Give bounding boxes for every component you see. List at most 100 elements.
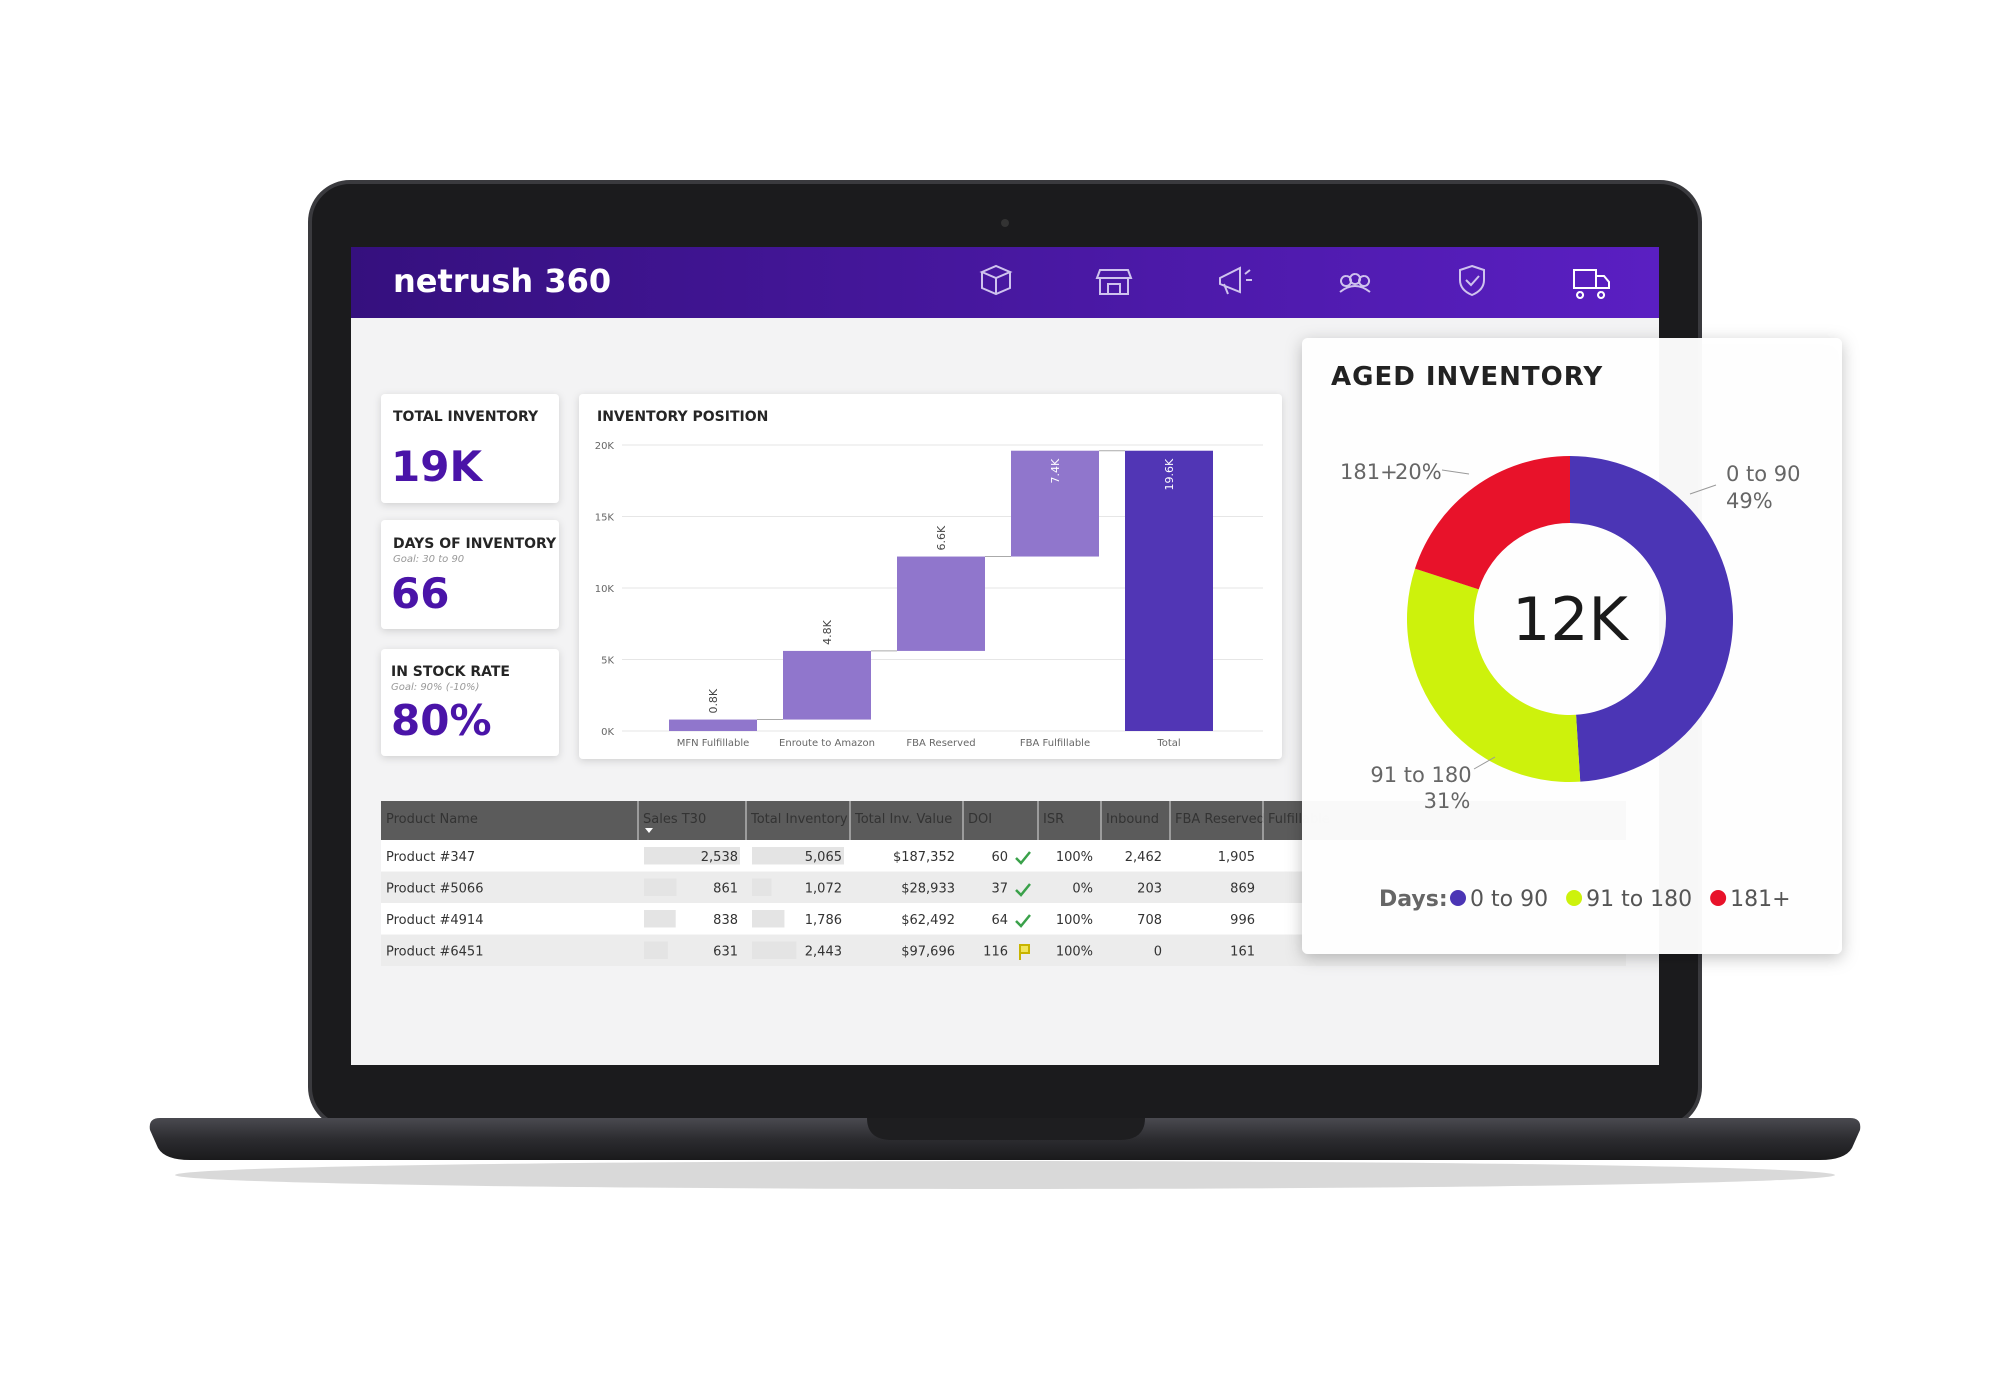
bar: [897, 556, 985, 651]
table-cell: 100%: [1056, 945, 1093, 960]
y-tick-label: 0K: [601, 727, 614, 738]
column-header: Product Name: [386, 812, 478, 827]
nav-icon[interactable]: [979, 264, 1013, 296]
kpi-value: 19K: [391, 442, 483, 491]
x-tick-label: FBA Reserved: [906, 738, 975, 749]
table-cell: 60: [991, 850, 1008, 865]
table-cell: 161: [1230, 945, 1255, 960]
kpi-title: IN STOCK RATE: [391, 664, 510, 680]
shadow: [175, 1161, 1835, 1189]
check-icon: [1015, 914, 1031, 928]
kpi-value: 80%: [391, 696, 492, 745]
overlay-card: [1302, 338, 1842, 954]
legend-label: 181+: [1730, 887, 1790, 912]
table-cell: 2,462: [1125, 850, 1162, 865]
data-bar: [752, 910, 785, 928]
legend-label: 0 to 90: [1470, 887, 1548, 912]
table-cell: $62,492: [901, 913, 955, 928]
column-header: Sales T30: [643, 812, 706, 827]
check-icon: [1015, 851, 1031, 865]
value-label: 7.4K: [1049, 458, 1062, 483]
legend-marker: [1710, 890, 1727, 906]
x-tick-label: FBA Fulfillable: [1020, 738, 1090, 749]
column-header: FBA Reserved: [1175, 812, 1265, 827]
table-cell: 1,905: [1218, 850, 1255, 865]
x-tick-label: Total: [1156, 738, 1180, 749]
leader-line: [1689, 484, 1717, 495]
table-cell: 1,786: [805, 913, 842, 928]
kpi-goal: Goal: 30 to 90: [393, 554, 464, 565]
bar: [783, 650, 871, 720]
donut-slice: [1570, 455, 1734, 782]
data-bar: [644, 941, 668, 959]
sort-arrow: [645, 828, 653, 833]
kpi-card: [381, 394, 559, 503]
table-cell: 37: [991, 882, 1008, 897]
camera: [1001, 219, 1009, 227]
y-tick-label: 15K: [595, 513, 615, 524]
slice-label: 20%: [1395, 460, 1442, 484]
chart-title: INVENTORY POSITION: [597, 409, 768, 425]
column-header: Inbound: [1106, 812, 1159, 827]
waterfall-chart: 0K 5K 10K 15K 20K 0.8K MFN Fulfillable 4.8K Enro…: [595, 441, 1263, 749]
kpi-cards: TOTAL INVENTORY 19K DAYS OF INVENTORY Go…: [381, 394, 559, 756]
table-cell: 861: [713, 882, 738, 897]
table-cell: 996: [1230, 913, 1255, 928]
nav-icon[interactable]: [1339, 273, 1371, 293]
table-cell: 869: [1230, 882, 1255, 897]
flag-icon: [1019, 944, 1030, 960]
table-cell: 631: [713, 945, 738, 960]
table-cell: $187,352: [893, 850, 955, 865]
slice-label: 31%: [1424, 789, 1471, 813]
table-cell: 116: [983, 945, 1008, 960]
table-cell: 1,072: [805, 882, 842, 897]
legend-marker: [1450, 890, 1466, 906]
value-label: 4.8K: [821, 619, 834, 644]
legend-label: 91 to 180: [1586, 887, 1692, 912]
kpi-goal: Goal: 90% (-10%): [391, 682, 479, 693]
value-label: 0.8K: [707, 688, 720, 713]
x-tick-label: Enroute to Amazon: [779, 738, 875, 749]
donut-slice: [1414, 456, 1570, 590]
table-cell: 0: [1154, 945, 1162, 960]
table-cell: 708: [1137, 913, 1162, 928]
nav-icon[interactable]: [1459, 264, 1485, 297]
table-cell: 203: [1137, 882, 1162, 897]
kpi-value: 66: [391, 569, 449, 618]
table-cell: $97,696: [901, 945, 955, 960]
nav-icon[interactable]: [1219, 266, 1252, 295]
brand: netrush 360: [393, 262, 611, 300]
kpi-card: [381, 520, 559, 629]
value-label: 6.6K: [935, 525, 948, 550]
table-cell: Product #4914: [386, 913, 483, 928]
slice-name: 0 to 90: [1726, 462, 1801, 486]
legend-title: Days:: [1379, 887, 1448, 912]
table-cell: 2,443: [805, 945, 842, 960]
data-bar: [752, 878, 772, 896]
data-bar: [752, 847, 844, 865]
data-bar: [644, 847, 740, 865]
table-cell: 64: [991, 913, 1008, 928]
column-header: DOI: [968, 812, 992, 827]
kpi-title: DAYS OF INVENTORY: [393, 536, 557, 552]
column-header: ISR: [1043, 812, 1064, 827]
table-cell: 0%: [1072, 882, 1093, 897]
table-cell: Product #5066: [386, 882, 483, 897]
column-header: Total Inventory: [750, 812, 848, 827]
table-cell: 2,538: [701, 850, 738, 865]
data-bar: [644, 878, 677, 896]
notch: [867, 1118, 1145, 1140]
y-tick-label: 10K: [595, 584, 615, 595]
table-cell: Product #6451: [386, 945, 483, 960]
nav-icon[interactable]: [1095, 269, 1133, 295]
data-bar: [644, 910, 676, 928]
bar: [1125, 450, 1213, 731]
bar: [669, 719, 757, 731]
table-cell: $28,933: [901, 882, 955, 897]
nav-icon[interactable]: [1573, 269, 1610, 299]
y-tick-label: 20K: [595, 441, 615, 452]
data-bar: [752, 941, 797, 959]
donut-center: 12K: [1512, 585, 1629, 655]
